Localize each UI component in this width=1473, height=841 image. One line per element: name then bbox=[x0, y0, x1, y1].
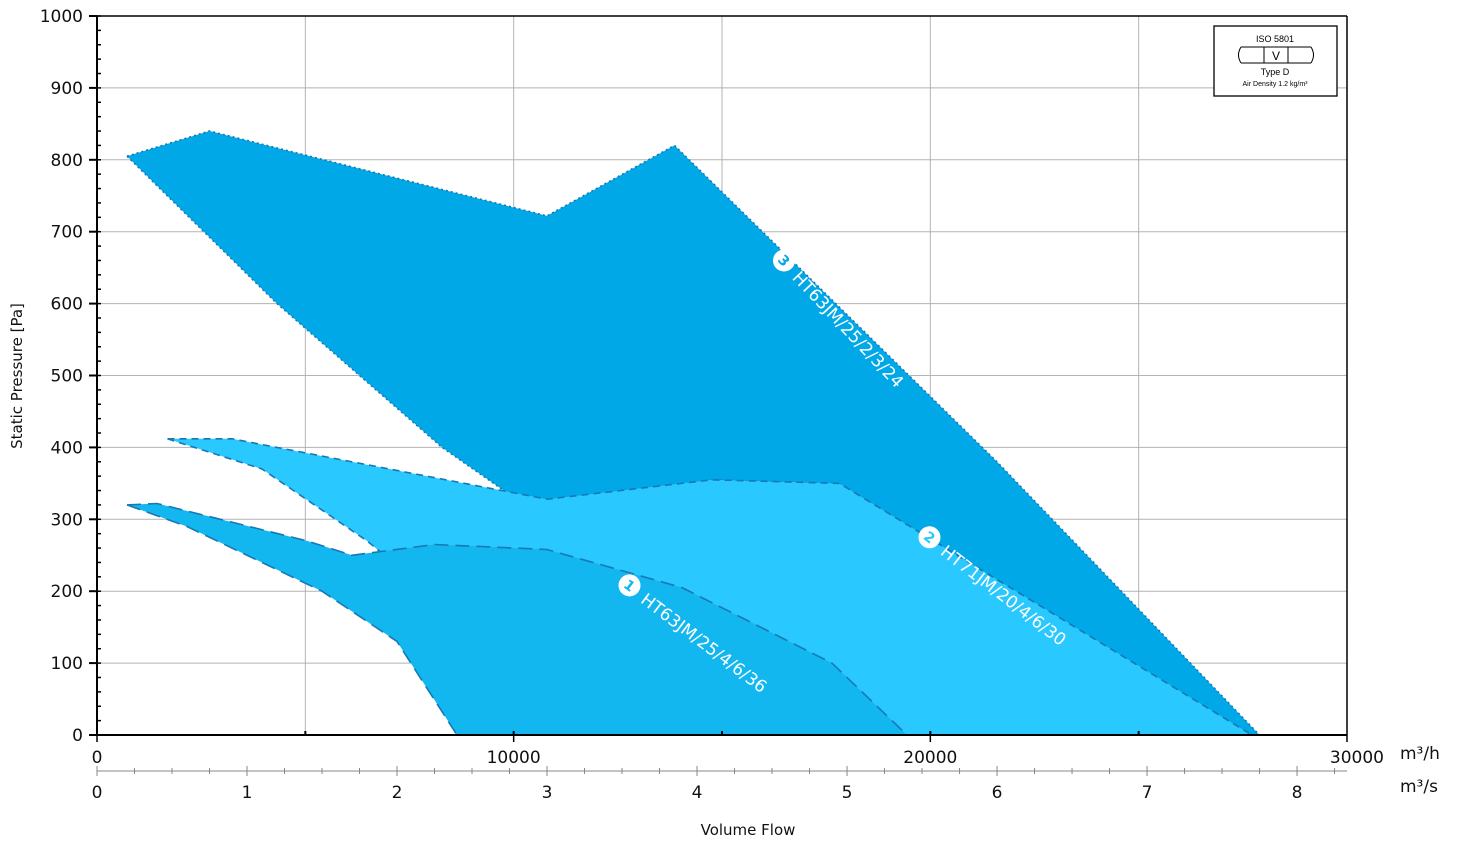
y-tick-label: 700 bbox=[51, 223, 83, 243]
area-fill-1 bbox=[127, 503, 907, 735]
y-tick-label: 0 bbox=[72, 726, 83, 746]
y-tick-label: 400 bbox=[51, 438, 83, 458]
axes bbox=[89, 15, 1348, 776]
badge-circle-1 bbox=[618, 574, 641, 597]
iso-density: Air Density 1.2 kg/m³ bbox=[1243, 81, 1309, 88]
x-tick-label-m3s: 1 bbox=[242, 783, 253, 803]
y-tick-label: 1000 bbox=[40, 7, 83, 27]
y-tick-label: 200 bbox=[51, 582, 83, 602]
x-tick-label-m3s: 4 bbox=[692, 783, 703, 803]
x-tick-label-m3h: 30000 bbox=[1330, 748, 1384, 768]
iso-standard: ISO 5801 bbox=[1256, 34, 1294, 44]
area-fill-2 bbox=[167, 438, 1252, 735]
badge-circle-2 bbox=[918, 526, 941, 549]
x-tick-label-m3s: 7 bbox=[1142, 783, 1153, 803]
area-lower-curve-1 bbox=[126, 504, 458, 736]
y-tick-label: 500 bbox=[51, 367, 83, 387]
x-tick-label-m3h: 10000 bbox=[487, 748, 541, 768]
y-tick-label: 600 bbox=[51, 295, 83, 315]
y-axis-title: Static Pressure [Pa] bbox=[8, 303, 26, 449]
x-tick-label-m3s: 0 bbox=[92, 783, 103, 803]
area-upper-curve-2 bbox=[167, 438, 1253, 736]
x-tick-label-m3s: 8 bbox=[1292, 783, 1303, 803]
area-lower-curve-3 bbox=[126, 155, 691, 736]
x-unit-m3s: m³/s bbox=[1400, 777, 1438, 797]
y-tick-label: 100 bbox=[51, 654, 83, 674]
iso-type: Type D bbox=[1261, 67, 1290, 77]
performance-areas bbox=[126, 130, 1261, 736]
y-tick-label: 300 bbox=[51, 510, 83, 530]
x-tick-label-m3s: 5 bbox=[842, 783, 853, 803]
iso-standard-box: ISO 5801 V Type D Air Density 1.2 kg/m³ bbox=[1213, 25, 1338, 97]
x-tick-label-m3s: 3 bbox=[542, 783, 553, 803]
x-axis-title: Volume Flow bbox=[701, 821, 796, 839]
area-upper-curve-3 bbox=[126, 130, 1261, 736]
x-tick-label-m3s: 6 bbox=[992, 783, 1003, 803]
x-tick-label-m3h: 0 bbox=[92, 748, 103, 768]
x-tick-label-m3h: 20000 bbox=[903, 748, 957, 768]
y-tick-label: 800 bbox=[51, 151, 83, 171]
badge-circle-3 bbox=[773, 249, 795, 272]
y-tick-label: 900 bbox=[51, 79, 83, 99]
area-upper-curve-1 bbox=[126, 502, 908, 736]
iso-category: V bbox=[1272, 49, 1280, 63]
x-unit-m3h: m³/h bbox=[1400, 744, 1440, 764]
x-tick-label-m3s: 2 bbox=[392, 783, 403, 803]
